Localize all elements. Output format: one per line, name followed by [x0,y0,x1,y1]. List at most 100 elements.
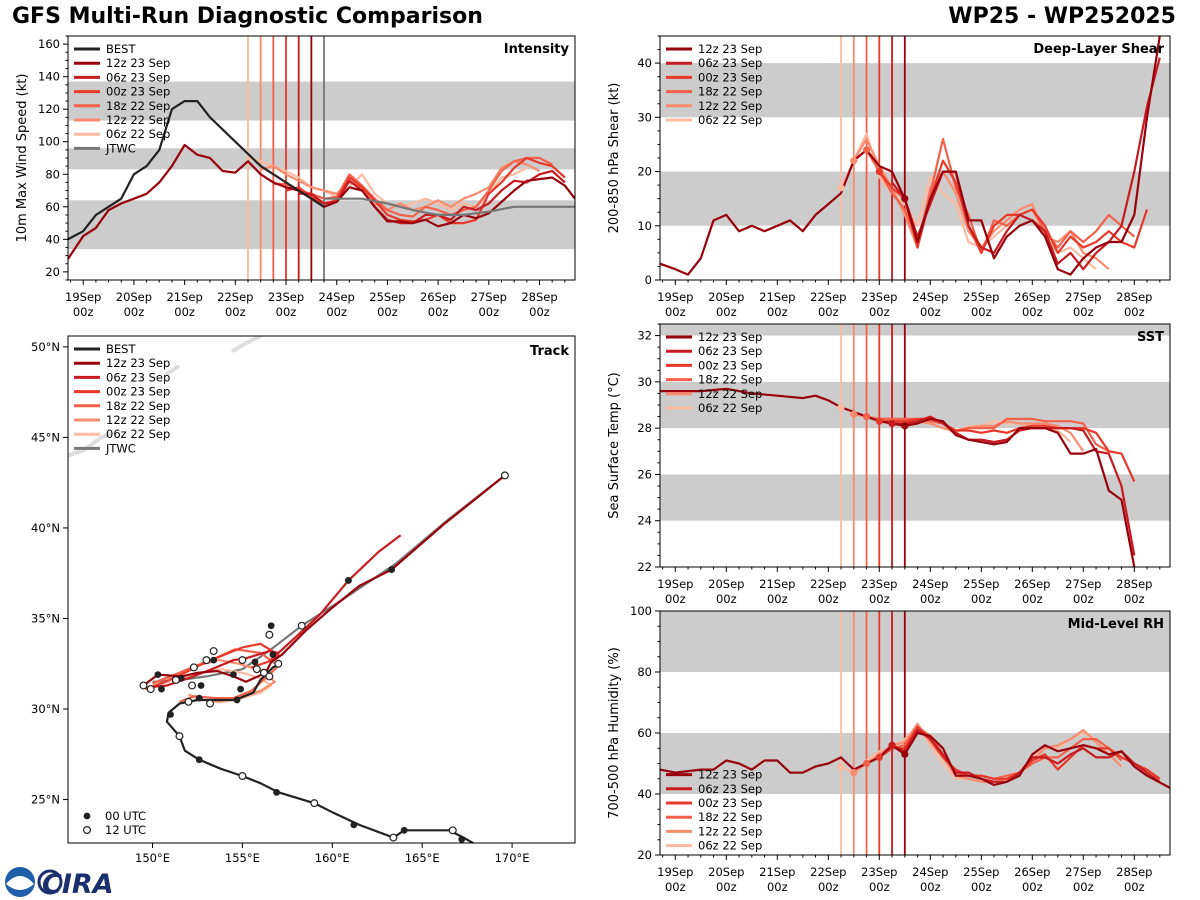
shear-xtick-label-hour: 00z [767,305,788,319]
shear-xtick-label-hour: 00z [818,305,839,319]
rh-series-group [660,722,1170,789]
track-marker-00utc [233,696,241,704]
cira-logo: CIRA [5,867,114,900]
rh-xtick-label-hour: 00z [665,880,686,894]
intensity-xtick-label-hour: 00z [225,305,246,319]
coastline [68,431,112,458]
sst-ytick-label: 32 [637,329,652,343]
shear-xtick-label-day: 23Sep [861,290,897,304]
cira-ring-icon [37,869,63,895]
sst-xtick-label-day: 23Sep [861,577,897,591]
rh-ytick-label: 20 [637,848,652,862]
rh-init-marker-12z-22-sep [850,769,858,777]
legend-label-12z-22-sep: 12z 22 Sep [698,387,762,401]
track-marker-12utc [252,665,261,674]
track-marker-12utc [500,471,509,480]
legend-label-jtwc: JTWC [105,441,136,455]
intensity-xtick-label-day: 27Sep [471,290,507,304]
legend-label-06z-23-sep: 06z 23 Sep [698,782,762,796]
intensity-xtick-label-day: 21Sep [166,290,202,304]
track-marker-00utc [269,651,277,659]
sst-ytick-label: 30 [637,375,652,389]
intensity-line-12z-22-sep [260,160,541,212]
shear-init-marker-12z-23-sep [901,195,909,203]
sst-ytick-label: 26 [637,467,652,481]
rh-xtick-label-day: 22Sep [810,865,846,879]
legend-label-12z-23-sep: 12z 23 Sep [106,356,170,370]
sst-xtick-label-hour: 00z [767,592,788,606]
shear-xtick-label-hour: 00z [971,305,992,319]
shear-series-group [660,36,1161,276]
shear-ylabel: 200-850 hPa Shear (kt) [607,83,622,234]
marker-legend-00-label: 00 UTC [105,809,146,823]
sst-series-group [660,387,1136,567]
track-marker-12utc [448,826,457,835]
rh-panel: 2040608010019Sep00z20Sep00z21Sep00z22Sep… [607,604,1171,894]
sst-xtick-label-day: 22Sep [810,577,846,591]
marker-legend-12-symbol [82,825,91,834]
shear-xtick-label-day: 28Sep [1116,290,1152,304]
rh-init-marker-06z-22-sep [837,762,845,771]
shear-xtick-label-hour: 00z [920,305,941,319]
track-marker-00utc [237,685,244,693]
intensity-shaded-band [68,81,575,121]
intensity-line-best [68,100,325,241]
intensity-xtick-label-hour: 00z [478,305,499,319]
legend-label-jtwc: JTWC [105,141,136,155]
sst-init-marker-00z-23-sep [875,417,883,425]
figure-title: GFS Multi-Run Diagnostic Comparison [12,4,483,29]
rh-xtick-label-day: 27Sep [1065,865,1101,879]
rh-xtick-label-hour: 00z [716,880,737,894]
sst-xtick-label-day: 24Sep [912,577,948,591]
rh-xtick-label-hour: 00z [920,880,941,894]
rh-ytick-label: 40 [637,787,652,801]
sst-panel: 22242628303219Sep00z20Sep00z21Sep00z22Se… [607,323,1171,606]
legend-label-18z-22-sep: 18z 22 Sep [106,99,170,113]
track-ytick-label: 35°N [31,611,60,625]
rh-xtick-label-hour: 00z [869,880,890,894]
track-marker-12utc [184,697,193,706]
shear-init-marker-06z-22-sep [837,184,845,192]
track-panel: 150°E 155°E 160°E 165°E 170°E 25°N 30°N 35°N 40°… [31,335,576,865]
rh-xtick-label-day: 26Sep [1014,865,1050,879]
legend-label-best: BEST [106,342,136,356]
track-marker-12utc [274,659,283,668]
legend-label-06z-22-sep: 06z 22 Sep [698,839,762,853]
sst-line-18z-22-sep [866,415,1110,453]
track-marker-12utc [209,647,218,656]
track-xtick-label: 160°E [315,851,350,865]
track-marker-12utc [265,672,274,681]
sst-xtick-label-day: 28Sep [1116,577,1152,591]
track-marker-12utc [238,656,247,665]
legend-label-12z-23-sep: 12z 23 Sep [106,56,170,70]
rh-xtick-label-day: 28Sep [1116,865,1152,879]
intensity-xtick-label-hour: 00z [377,305,398,319]
coastline [164,364,180,376]
intensity-xtick-label-day: 19Sep [65,290,101,304]
intensity-ytick-label: 20 [45,265,60,279]
sst-init-marker-12z-22-sep [850,410,858,418]
rh-init-marker-06z-23-sep [888,741,896,749]
intensity-line-06z-23-sep [298,169,566,225]
shear-xtick-label-hour: 00z [1073,305,1094,319]
shear-xtick-label-day: 19Sep [657,290,693,304]
rh-xtick-label-day: 21Sep [759,865,795,879]
intensity-series-group [68,100,575,260]
legend-label-06z-22-sep: 06z 22 Sep [106,127,170,141]
legend-label-00z-23-sep: 00z 23 Sep [106,85,170,99]
shear-shaded-band [660,63,1170,118]
track-marker-00utc [195,756,203,764]
track-marker-00utc [267,622,275,630]
intensity-panel-title: Intensity [504,42,570,57]
track-marker-00utc [167,711,174,718]
sst-xtick-label-hour: 00z [1022,592,1043,606]
legend-label-06z-23-sep: 06z 23 Sep [698,56,762,70]
sst-ytick-label: 28 [637,421,652,435]
track-marker-00utc [158,685,165,693]
track-marker-00utc [251,658,259,666]
sst-xtick-label-day: 21Sep [759,577,795,591]
rh-ylabel: 700-500 hPa Humidity (%) [607,647,622,819]
marker-legend-00-symbol [83,812,91,820]
